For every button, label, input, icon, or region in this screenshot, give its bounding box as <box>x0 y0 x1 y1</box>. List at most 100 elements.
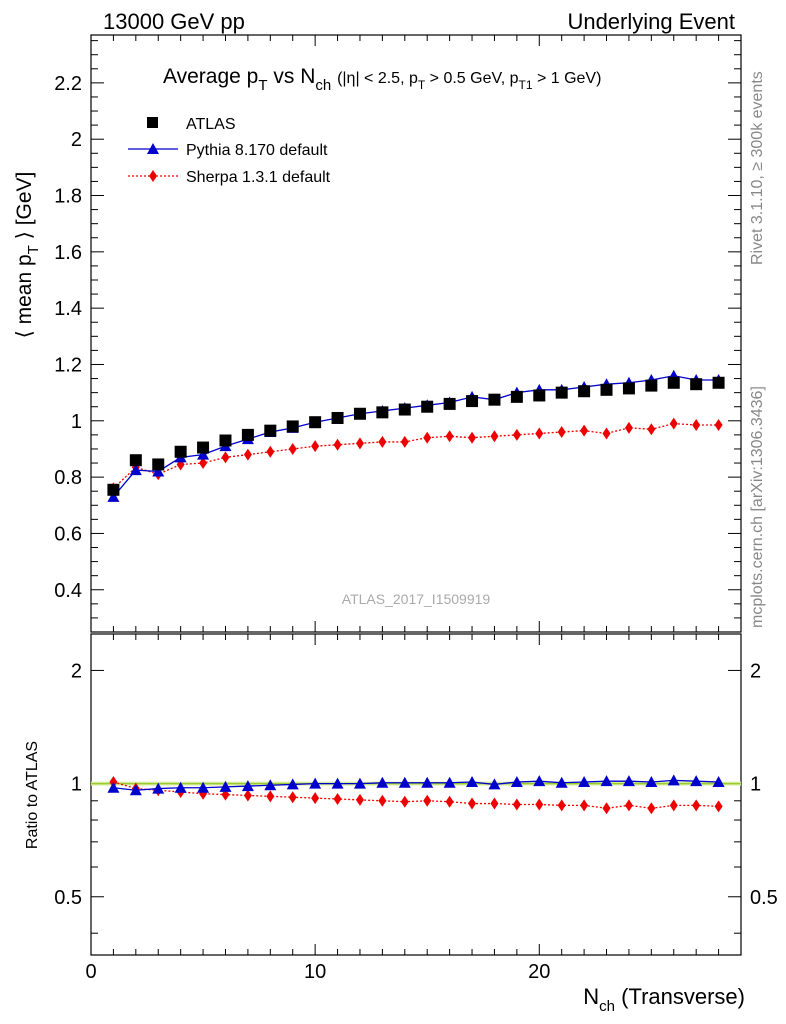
main-sherpa-point <box>378 435 387 448</box>
rivet-label: Rivet 3.1.10, ≥ 300k events <box>749 71 766 265</box>
main-sherpa-point <box>512 428 521 441</box>
main-sherpa-line <box>112 422 719 489</box>
ratio-sherpa-point <box>243 789 252 802</box>
ratio-sherpa-point <box>355 793 364 806</box>
main-sherpa-point <box>535 427 544 440</box>
main-panel-frame <box>90 34 742 633</box>
ratio-y-tick-label-right: 0.5 <box>750 887 778 909</box>
ratio-pythia-point <box>376 776 389 788</box>
main-pythia-point <box>152 465 165 477</box>
main-atlas-point <box>264 424 277 437</box>
y-tick-label: 2.2 <box>54 73 82 95</box>
ratio-sherpa-point <box>669 799 678 812</box>
main-atlas-point <box>331 411 344 424</box>
analysis-watermark: ATLAS_2017_I1509919 <box>342 591 491 607</box>
ratio-pythia-point <box>645 775 658 787</box>
ratio-pythia-point <box>667 774 680 786</box>
main-atlas-point <box>510 390 523 403</box>
ratio-pythia-point <box>510 775 523 787</box>
legend-marker-atlas <box>147 117 158 128</box>
ratio-sherpa-point <box>624 799 633 812</box>
ratio-pythia-point <box>152 782 165 794</box>
main-sherpa-point <box>647 423 656 436</box>
ratio-sherpa-point <box>580 799 589 812</box>
main-atlas-point <box>443 397 456 410</box>
main-sherpa-point <box>400 435 409 448</box>
main-title: Average pT​ vs Nch​ (|η| < 2.5, pT​ > 0.… <box>163 65 601 94</box>
main-atlas-point <box>690 378 703 391</box>
main-atlas-point <box>645 379 658 392</box>
ratio-sherpa-point <box>647 802 656 815</box>
main-sherpa-point <box>355 437 364 450</box>
ratio-sherpa-point <box>490 797 499 810</box>
main-sherpa-point <box>624 421 633 434</box>
ratio-pythia-point <box>241 780 254 792</box>
main-pythia-point <box>197 448 210 460</box>
ratio-pythia-point <box>466 775 479 787</box>
ratio-y-tick-label: 0.5 <box>54 887 82 909</box>
main-sherpa-point <box>288 442 297 455</box>
ratio-y-tick-label: 1 <box>71 774 82 796</box>
x-tick-label: 0 <box>85 961 96 983</box>
legend-marker-pythia <box>147 143 159 154</box>
ratio-sherpa-point <box>535 798 544 811</box>
ratio-pythia-point <box>353 777 366 789</box>
main-atlas-point <box>555 386 568 399</box>
main-atlas-point <box>466 395 479 408</box>
main-sherpa-point <box>580 424 589 437</box>
main-pythia-point <box>129 464 142 476</box>
main-atlas-point <box>197 441 210 454</box>
main-atlas-point <box>421 400 434 413</box>
header-left: 13000 GeV pp <box>103 9 245 34</box>
main-atlas-point <box>398 403 411 416</box>
y-tick-label: 0.8 <box>54 467 82 489</box>
main-atlas-point <box>309 416 322 429</box>
x-tick-label: 10 <box>304 961 326 983</box>
ratio-pythia-point <box>264 779 277 791</box>
ratio-sherpa-point <box>557 799 566 812</box>
main-atlas-point <box>107 483 120 496</box>
ratio-pythia-point <box>107 781 120 793</box>
ratio-sherpa-point <box>333 792 342 805</box>
y-tick-label: 2 <box>71 129 82 151</box>
main-pythia-line <box>112 375 719 498</box>
main-atlas-point <box>241 428 254 441</box>
ratio-pythia-point <box>533 775 546 787</box>
y-tick-label: 0.4 <box>54 580 82 602</box>
ratio-pythia-point <box>331 777 344 789</box>
main-sherpa-point <box>445 430 454 443</box>
ratio-pythia-point <box>443 776 456 788</box>
ratio-y-tick-label: 2 <box>71 660 82 682</box>
legend-label-pythia: Pythia 8.170 default <box>186 142 328 159</box>
ratio-pythia-point <box>286 778 299 790</box>
ratio-pythia-point <box>578 775 591 787</box>
ratio-pythia-point <box>197 781 210 793</box>
main-sherpa-point <box>333 438 342 451</box>
ratio-ylabel: Ratio to ATLAS <box>24 741 41 849</box>
main-atlas-point <box>152 458 165 471</box>
legend-label-sherpa: Sherpa 1.3.1 default <box>186 169 331 186</box>
main-atlas-point <box>533 389 546 402</box>
main-sherpa-point <box>311 440 320 453</box>
legend-label-atlas: ATLAS <box>186 116 236 133</box>
main-atlas-point <box>712 376 725 389</box>
ratio-pythia-line <box>113 779 719 791</box>
ratio-sherpa-point <box>468 797 477 810</box>
ratio-sherpa-point <box>445 795 454 808</box>
main-sherpa-point <box>557 426 566 439</box>
ratio-pythia-point <box>421 776 434 788</box>
ratio-sherpa-point <box>714 800 723 813</box>
main-sherpa-point <box>221 451 230 464</box>
main-pythia-point <box>107 490 120 502</box>
main-sherpa-point <box>714 419 723 432</box>
main-atlas-point <box>376 406 389 419</box>
ratio-sherpa-point <box>423 794 432 807</box>
main-atlas-point <box>219 434 232 447</box>
ratio-sherpa-point <box>602 802 611 815</box>
ratio-y-tick-label-right: 2 <box>750 660 761 682</box>
header-right: Underlying Event <box>567 9 735 34</box>
main-atlas-point <box>174 445 187 458</box>
main-sherpa-point <box>602 427 611 440</box>
ratio-sherpa-point <box>400 795 409 808</box>
